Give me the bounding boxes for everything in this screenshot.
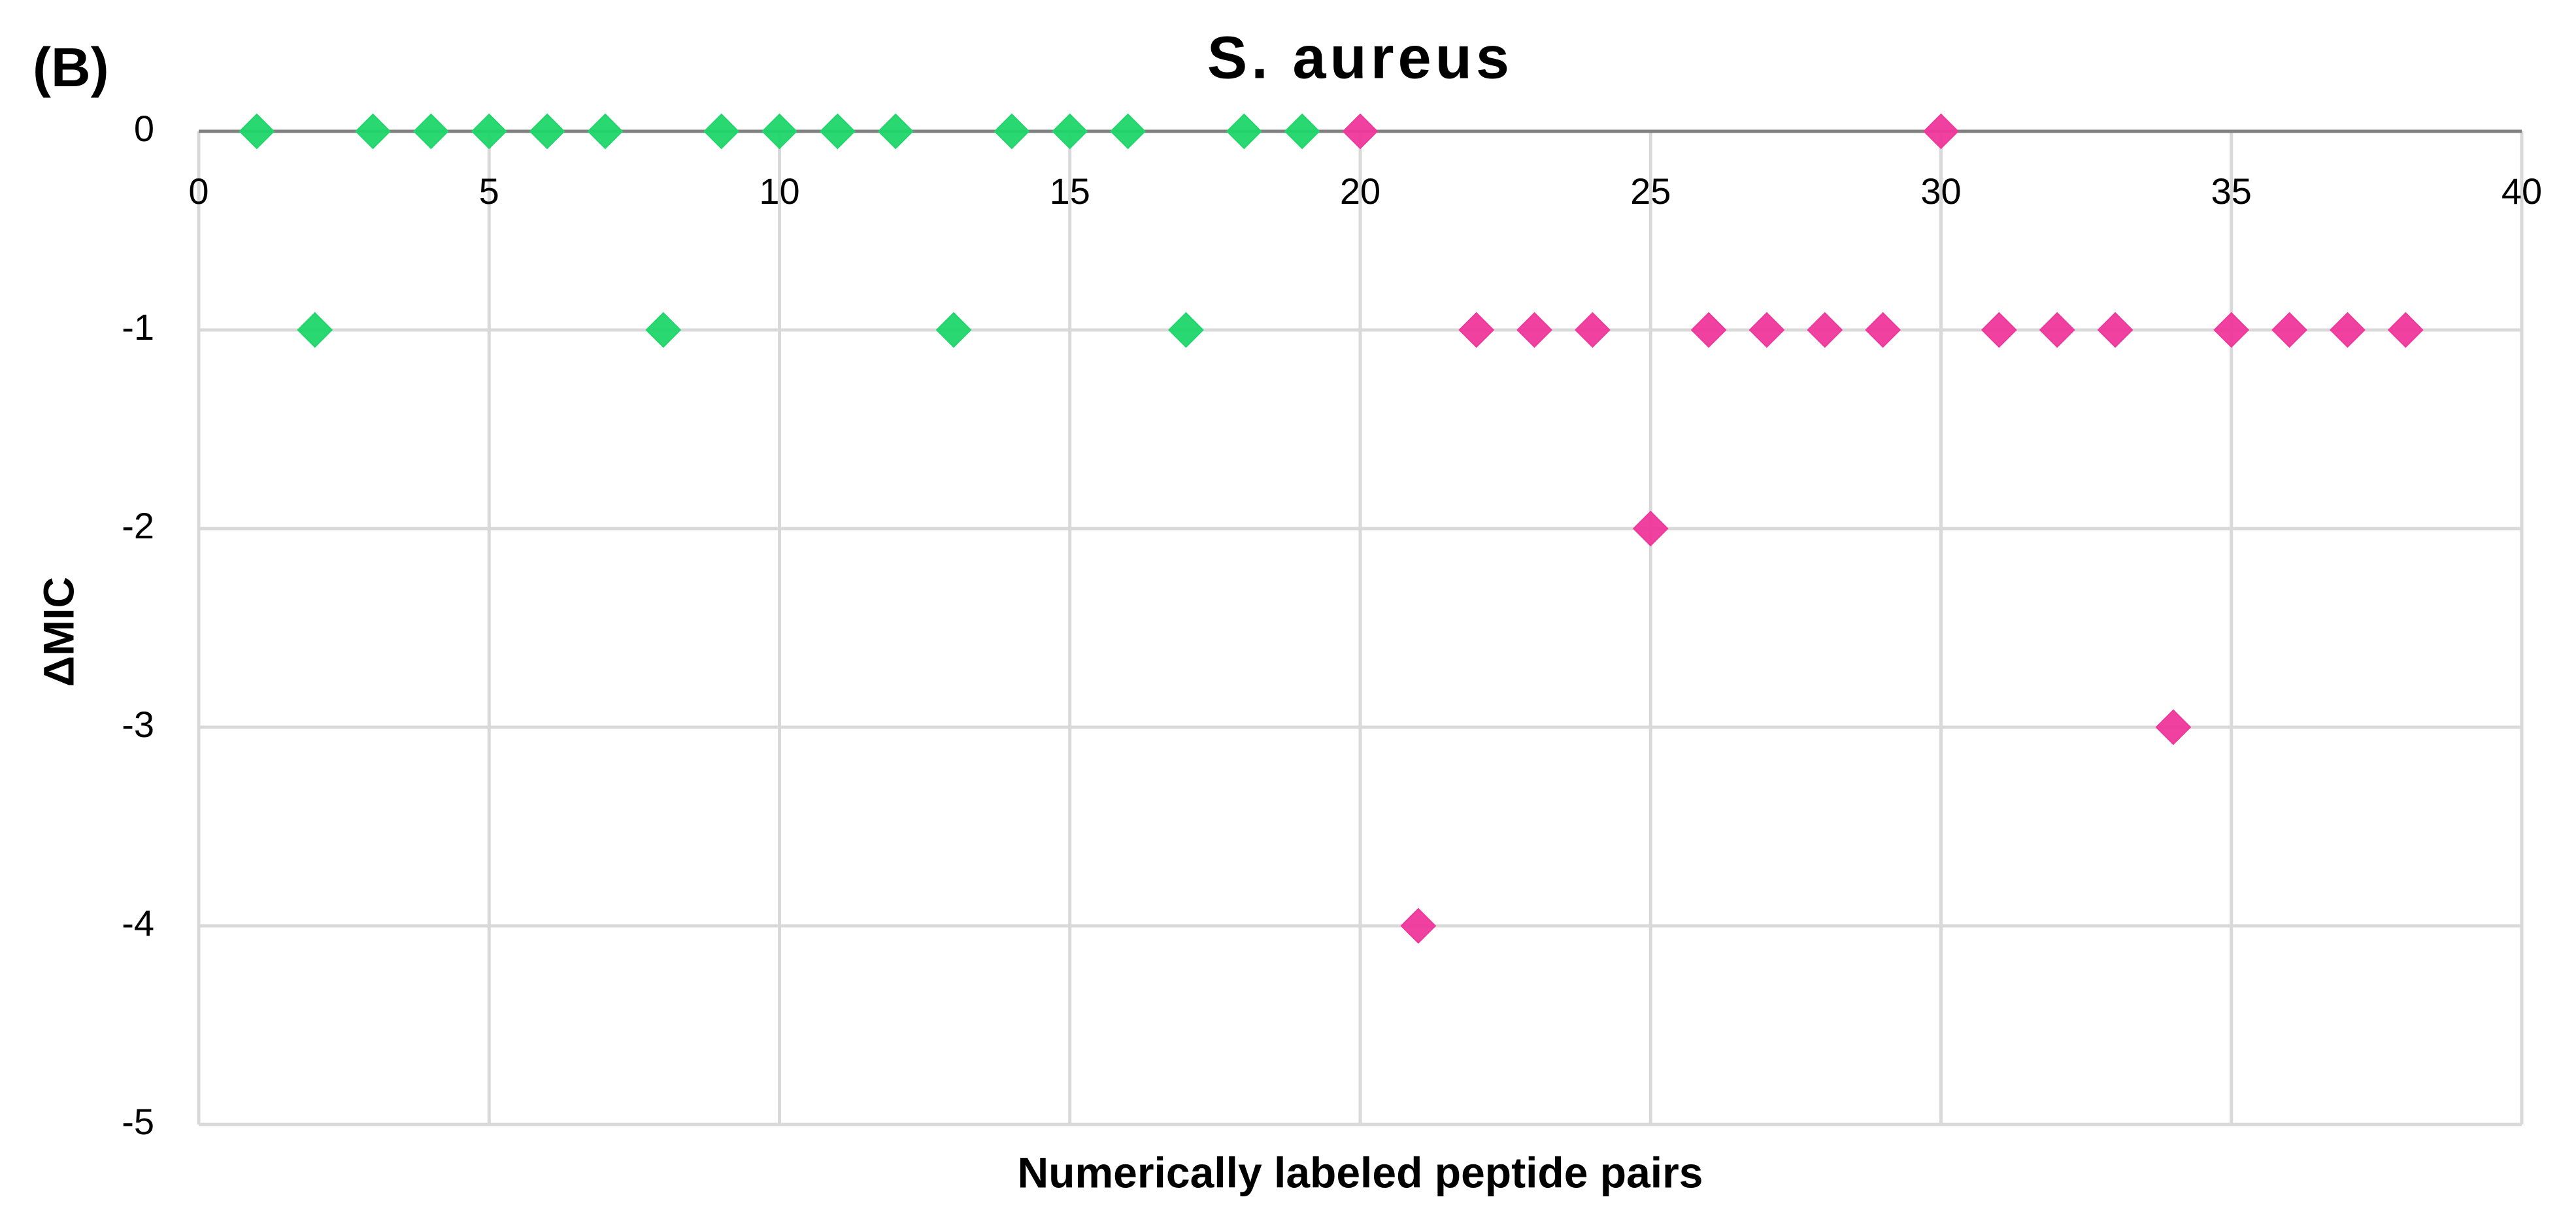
marker	[412, 113, 449, 150]
marker	[529, 113, 565, 150]
marker	[1632, 510, 1669, 547]
marker	[1052, 113, 1088, 150]
x-tick-label: 5	[479, 171, 499, 212]
marker	[297, 312, 333, 348]
y-tick-label: -4	[122, 902, 154, 943]
marker	[1458, 312, 1495, 348]
y-tick-label: -3	[122, 704, 154, 745]
marker	[2155, 709, 2192, 746]
marker	[2387, 312, 2424, 348]
marker	[1748, 312, 1785, 348]
marker	[1923, 113, 1959, 150]
marker	[1981, 312, 2017, 348]
x-tick-label: 20	[1340, 171, 1380, 212]
y-tick-label: 0	[134, 108, 154, 149]
marker	[1865, 312, 1901, 348]
y-tick-label: -2	[122, 505, 154, 546]
marker	[1807, 312, 1843, 348]
x-tick-label: 30	[1920, 171, 1961, 212]
x-tick-label: 0	[188, 171, 209, 212]
marker	[587, 113, 624, 150]
marker	[471, 113, 507, 150]
marker	[1110, 113, 1146, 150]
marker	[239, 113, 275, 150]
marker	[2330, 312, 2366, 348]
marker	[877, 113, 914, 150]
marker	[2097, 312, 2133, 348]
panel-label: (B)	[33, 37, 109, 98]
chart-title: S. aureus	[1207, 24, 1513, 91]
marker	[1516, 312, 1552, 348]
marker	[355, 113, 391, 150]
marker	[645, 312, 682, 348]
x-tick-label: 15	[1050, 171, 1090, 212]
y-axis-label: ΔMIC	[34, 577, 82, 687]
marker	[1342, 113, 1379, 150]
marker	[2271, 312, 2308, 348]
marker	[1690, 312, 1727, 348]
x-tick-label: 10	[759, 171, 799, 212]
y-tick-label: -5	[122, 1101, 154, 1142]
marker	[1168, 312, 1204, 348]
marker	[819, 113, 856, 150]
marker	[1574, 312, 1611, 348]
marker	[703, 113, 740, 150]
marker	[1226, 113, 1262, 150]
marker	[994, 113, 1030, 150]
marker	[1400, 908, 1437, 944]
x-tick-label: 40	[2501, 171, 2542, 212]
marker	[1284, 113, 1320, 150]
x-axis-label: Numerically labeled peptide pairs	[1017, 1148, 1703, 1196]
marker	[2039, 312, 2075, 348]
y-tick-label: -1	[122, 306, 154, 348]
x-tick-label: 25	[1630, 171, 1671, 212]
x-tick-label: 35	[2211, 171, 2252, 212]
marker	[2213, 312, 2250, 348]
marker	[761, 113, 797, 150]
marker	[935, 312, 972, 348]
